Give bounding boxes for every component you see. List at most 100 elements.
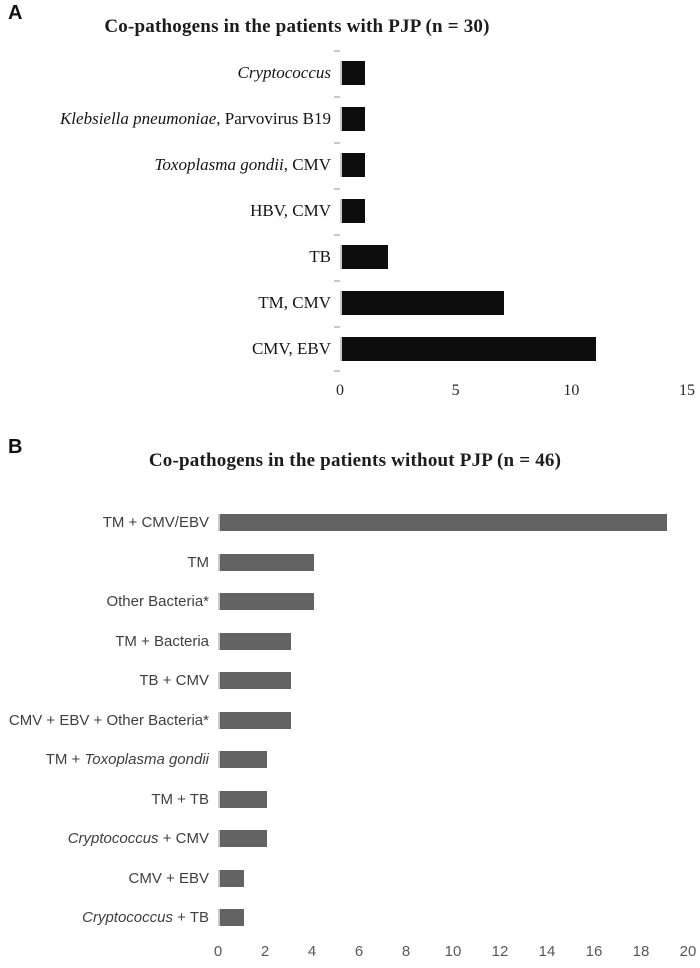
chart-row: TM + Bacteria [0, 622, 690, 662]
category-label: TM [187, 553, 209, 571]
bar [220, 751, 267, 769]
panel-a: A Co-pathogens in the patients with PJP … [0, 0, 700, 420]
category-label: TM + TB [151, 790, 209, 808]
bar [220, 830, 267, 848]
chart-a-title: Co-pathogens in the patients with PJP (n… [104, 16, 490, 37]
bar-track [218, 751, 690, 769]
bar [220, 869, 244, 887]
chart-row: CMV + EBV + Other Bacteria* [0, 701, 690, 741]
category-label: TM, CMV [258, 293, 331, 312]
y-axis-tick [334, 280, 340, 282]
bar-track [218, 593, 690, 611]
bar [220, 711, 291, 729]
category-label: Cryptococcus + TB [82, 909, 209, 927]
panel-letter-a: A [8, 2, 23, 24]
chart-row: TM + CMV/EBV [0, 503, 690, 543]
chart-row: Klebsiella pneumoniae, Parvovirus B19 [0, 96, 689, 142]
x-axis: 0 5 10 15 [336, 382, 695, 404]
panel-b: B Co-pathogens in the patients without P… [0, 420, 700, 968]
bar [220, 790, 267, 808]
bar [342, 245, 389, 269]
bar [342, 337, 597, 361]
x-tick-label: 8 [401, 942, 411, 960]
bar-track [340, 199, 689, 223]
chart-row: TB + CMV [0, 661, 690, 701]
x-tick-label: 14 [538, 942, 556, 960]
bar [220, 514, 667, 532]
x-tick-label: 0 [336, 382, 344, 399]
category-label: Toxoplasma gondii, CMV [154, 155, 332, 174]
category-label: TB + CMV [139, 672, 209, 690]
x-tick-label: 6 [354, 942, 364, 960]
bar-track [218, 790, 690, 808]
bar-track [340, 291, 689, 315]
y-axis-tick [334, 326, 340, 328]
bar-track [218, 711, 690, 729]
bar-track [340, 153, 689, 177]
chart-row: Cryptococcus + TB [0, 898, 690, 938]
x-tick-label: 20 [679, 942, 697, 960]
category-label: TB [309, 247, 331, 266]
bar-track [340, 107, 689, 131]
x-tick-label: 12 [491, 942, 509, 960]
chart-row: Other Bacteria* [0, 582, 690, 622]
x-tick-label: 15 [679, 382, 695, 399]
x-tick-label: 0 [213, 942, 223, 960]
category-label: Cryptococcus + CMV [67, 830, 209, 848]
chart-row: TB [0, 234, 689, 280]
chart-row: Cryptococcus + CMV [0, 819, 690, 859]
y-axis-tick [334, 142, 340, 144]
x-tick-label: 16 [585, 942, 603, 960]
category-label: Other Bacteria* [106, 593, 209, 611]
chart-b-title: Co-pathogens in the patients without PJP… [148, 450, 562, 471]
bar-track [218, 869, 690, 887]
chart-row: TM, CMV [0, 280, 689, 326]
chart-row: Toxoplasma gondii, CMV [0, 142, 689, 188]
bar [342, 291, 504, 315]
y-axis-tick [334, 370, 340, 372]
panel-letter-b: B [8, 436, 23, 458]
y-axis-tick [334, 188, 340, 190]
x-tick-label: 10 [444, 942, 462, 960]
bar-track [218, 830, 690, 848]
category-label: TM + Bacteria [115, 632, 209, 650]
plot-rows: Cryptococcus Klebsiella pneumoniae, Parvo… [0, 50, 689, 372]
bar-track [218, 672, 690, 690]
bar [220, 909, 244, 927]
chart-row: CMV + EBV [0, 859, 690, 899]
plot-rows: TM + CMV/EBV TM Other Bacteria* TM + Bacter… [0, 503, 690, 938]
bar-track [340, 245, 689, 269]
x-tick-label: 18 [632, 942, 650, 960]
category-label: CMV, EBV [251, 339, 331, 358]
bar-track [218, 632, 690, 650]
y-axis-tick [334, 96, 340, 98]
bar-track [218, 553, 690, 571]
category-label: Klebsiella pneumoniae, Parvovirus B19 [59, 109, 331, 128]
bar [342, 61, 366, 85]
bar-track [340, 337, 689, 361]
bar [220, 632, 291, 650]
category-label: TM + Toxoplasma gondii [45, 751, 209, 769]
category-label: CMV + EBV [128, 869, 209, 887]
x-tick-label: 10 [563, 382, 580, 399]
chart-row: TM [0, 543, 690, 583]
category-label: Cryptococcus [237, 63, 331, 82]
chart-row: Cryptococcus [0, 50, 689, 96]
x-tick-label: 2 [260, 942, 270, 960]
chart-row: TM + Toxoplasma gondii [0, 740, 690, 780]
bar-track [218, 909, 690, 927]
y-axis-tick [334, 50, 340, 52]
chart-row: CMV, EBV [0, 326, 689, 372]
x-axis: 0 2 4 6 8 10 12 14 16 18 20 [214, 942, 697, 965]
chart-row: HBV, CMV [0, 188, 689, 234]
category-label: CMV + EBV + Other Bacteria* [8, 711, 209, 729]
bar-track [340, 61, 689, 85]
bar [220, 553, 314, 571]
chart-b-plot: TM + CMV/EBV TM Other Bacteria* TM + Bacter… [0, 503, 697, 965]
chart-a-plot: Cryptococcus Klebsiella pneumoniae, Parvo… [0, 50, 695, 404]
bar [342, 107, 366, 131]
x-tick-label: 4 [307, 942, 317, 960]
bar [220, 672, 291, 690]
bar-track [218, 514, 690, 532]
